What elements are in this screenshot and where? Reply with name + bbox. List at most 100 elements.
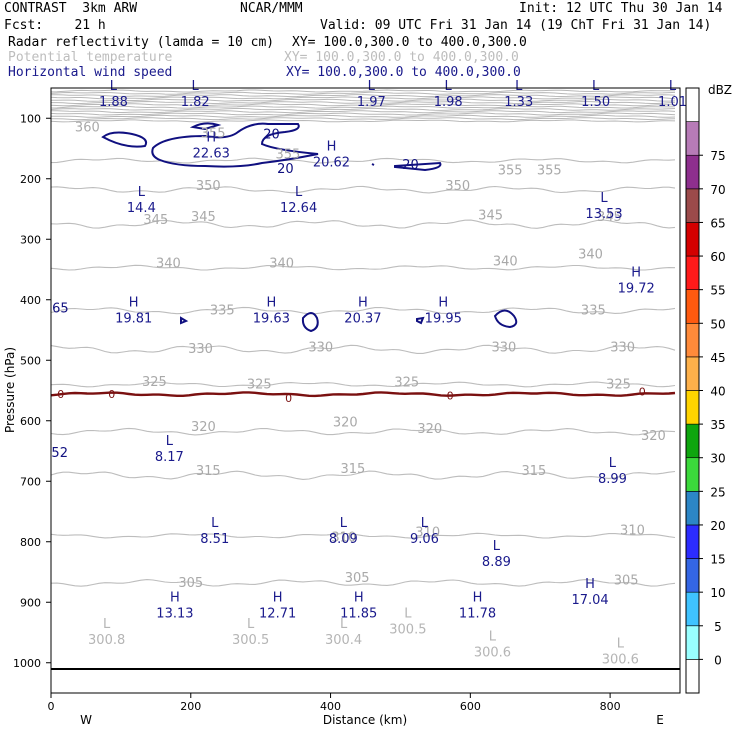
theta-extremum-value: 300.6 <box>474 645 511 660</box>
colorbar-level-label: 40 <box>710 385 725 399</box>
theta-contour-label: 310 <box>331 531 356 546</box>
colorbar: 0 5 10 15 20 25 30 35 40 45 50 55 60 65 70 75 <box>685 87 726 694</box>
wind-extremum-value: 20.37 <box>344 312 381 327</box>
theta-extremum-symbol: L <box>617 637 625 652</box>
theta-contour-label: 315 <box>196 464 221 479</box>
upper-theta-line <box>51 94 676 98</box>
wind-extremum-value: 13.53 <box>585 207 622 222</box>
x-end-west: W <box>80 713 92 727</box>
valid-time: Valid: 09 UTC Fri 31 Jan 14 (19 ChT Fri … <box>320 18 712 33</box>
theta-contour-label: 350 <box>445 179 470 194</box>
colorbar-level-label: 10 <box>710 586 725 600</box>
upper-theta-line <box>51 117 676 121</box>
wind-speed-contour <box>151 122 319 168</box>
upper-theta-line <box>51 98 676 102</box>
wind-contour-label: 65 <box>52 302 69 317</box>
theta-contour-label: 320 <box>191 420 216 435</box>
zero-contour-line <box>50 391 676 398</box>
theta-contour-label: 355 <box>498 163 523 178</box>
y-tick-label: 400 <box>20 294 41 307</box>
init-time: Init: 12 UTC Thu 30 Jan 14 <box>519 1 723 16</box>
theta-contour-label: 330 <box>610 341 635 356</box>
y-tick-label: 500 <box>20 354 41 367</box>
wind-extremum-symbol: L <box>340 516 348 531</box>
y-tick-label: 800 <box>20 536 41 549</box>
wind-extremum-value: 1.01 <box>658 95 687 110</box>
colorbar-swatch <box>685 625 700 660</box>
wind-speed-contour <box>180 316 189 325</box>
wind-speed-contour <box>394 161 442 172</box>
colorbar-swatch <box>685 222 700 257</box>
theta-line <box>50 219 676 229</box>
x-tick-label: 600 <box>460 700 481 713</box>
upper-theta-line <box>50 96 676 100</box>
colorbar-swatch <box>685 121 700 156</box>
theta-line <box>50 579 676 587</box>
colorbar-swatch <box>685 255 700 290</box>
wind-extremum-symbol: L <box>515 79 523 94</box>
colorbar-swatch <box>685 188 700 223</box>
colorbar-swatch <box>685 390 700 425</box>
theta-contour-label: 345 <box>191 210 216 225</box>
theta-contour-label: 350 <box>196 179 221 194</box>
field1-name: Radar reflectivity (lamda = 10 cm) <box>8 35 275 50</box>
theta-line <box>50 157 676 164</box>
wind-speed-contour <box>371 163 375 166</box>
theta-line <box>50 381 676 388</box>
wind-extremum-symbol: H <box>585 577 595 592</box>
theta-extremum-symbol: L <box>489 629 497 644</box>
wind-extremum-value: 17.04 <box>571 593 608 608</box>
theta-line <box>50 427 676 436</box>
theta-contour-label: 310 <box>620 523 645 538</box>
wind-extremum-value: 1.82 <box>181 95 210 110</box>
colorbar-swatch <box>685 558 700 593</box>
field3-xy: XY= 100.0,300.0 to 400.0,300.0 <box>286 65 521 80</box>
theta-extremum-symbol: L <box>340 617 348 632</box>
upper-theta-band <box>50 89 676 123</box>
wind-extremum-symbol: H <box>358 296 368 311</box>
colorbar-swatch <box>685 457 700 492</box>
theta-contour-label: 315 <box>341 462 366 477</box>
wind-extremum-value: 19.95 <box>425 312 462 327</box>
theta-contour-label: 325 <box>606 377 631 392</box>
wind-extremum-value: 9.06 <box>410 532 439 547</box>
y-tick-label: 700 <box>20 475 41 488</box>
y-tick-label: 600 <box>20 415 41 428</box>
upper-theta-line <box>51 110 676 114</box>
wind-extremum-symbol: L <box>445 79 453 94</box>
zero-contour-label: 0 <box>285 392 292 405</box>
wind-speed-contours <box>101 122 518 333</box>
colorbar-level-label: 35 <box>710 418 725 432</box>
theta-contour-label: 355 <box>537 163 562 178</box>
upper-theta-line <box>51 100 676 105</box>
wind-extremum-value: 13.13 <box>156 606 193 621</box>
theta-extremum-value: 300.5 <box>389 622 426 637</box>
colorbar-level-label: 15 <box>710 553 725 567</box>
colorbar-level-label: 0 <box>714 653 722 667</box>
colorbar-level-label: 45 <box>710 351 725 365</box>
x-tick-label: 400 <box>320 700 341 713</box>
x-axis-label: Distance (km) <box>323 713 407 727</box>
theta-line <box>50 306 676 315</box>
theta-extremum-symbol: L <box>404 606 412 621</box>
wind-extremum-value: 8.09 <box>329 532 358 547</box>
wind-speed-contour <box>416 316 425 325</box>
upper-theta-line <box>50 105 676 109</box>
colorbar-swatch <box>685 524 700 559</box>
y-tick-label: 1000 <box>13 657 41 670</box>
wind-extremum-symbol: L <box>600 191 608 206</box>
wind-extremum-symbol: L <box>295 185 303 200</box>
wind-extremum-value: 1.50 <box>581 95 610 110</box>
theta-contour-label: 320 <box>417 422 442 437</box>
wind-extremum-symbol: H <box>206 131 216 146</box>
wind-extremum-symbol: H <box>170 590 180 605</box>
wind-extremum-value: 12.71 <box>259 606 296 621</box>
wind-extremum-value: 19.81 <box>115 312 152 327</box>
theta-extremum-value: 300.6 <box>602 653 639 668</box>
theta-contour-label: 355 <box>201 126 226 141</box>
upper-theta-line <box>50 112 676 116</box>
wind-extremum-symbol: H <box>273 590 283 605</box>
colorbar-swatch <box>685 87 700 122</box>
theta-extremum-symbol: L <box>103 617 111 632</box>
colorbar-swatch <box>685 659 700 694</box>
